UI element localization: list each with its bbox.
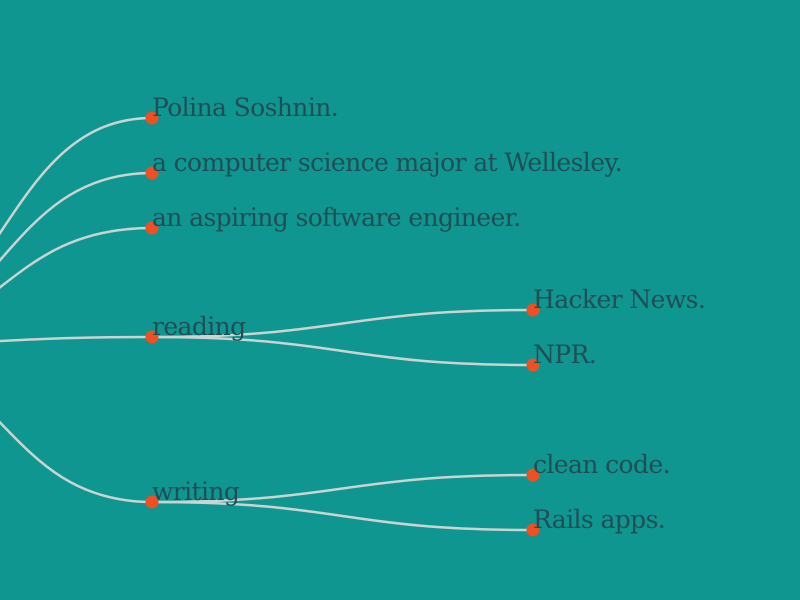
node-dot-reading[interactable] xyxy=(145,330,159,344)
link-root-to-major xyxy=(0,171,153,263)
node-dot-rails-apps[interactable] xyxy=(526,523,540,537)
node-dot-npr[interactable] xyxy=(526,358,540,372)
node-label-hacker-news[interactable]: Hacker News. xyxy=(533,285,706,314)
link-root-to-name xyxy=(0,116,153,236)
node-dot-writing[interactable] xyxy=(145,495,159,509)
node-label-major[interactable]: a computer science major at Wellesley. xyxy=(152,148,623,177)
node-dot-name[interactable] xyxy=(145,111,159,125)
node-dot-hacker-news[interactable] xyxy=(526,303,540,317)
node-label-clean-code[interactable]: clean code. xyxy=(533,450,671,479)
link-writing-to-rails-apps xyxy=(151,500,534,532)
link-root-to-writing xyxy=(0,420,153,504)
node-dot-major[interactable] xyxy=(145,166,159,180)
node-dot-clean-code[interactable] xyxy=(526,468,540,482)
link-writing-to-clean-code xyxy=(151,473,534,504)
node-label-npr[interactable]: NPR. xyxy=(533,340,597,369)
node-label-engineer[interactable]: an aspiring software engineer. xyxy=(152,203,521,232)
node-dot-engineer[interactable] xyxy=(145,221,159,235)
node-label-name[interactable]: Polina Soshnin. xyxy=(152,93,339,122)
link-root-to-reading xyxy=(0,335,153,343)
link-reading-to-npr xyxy=(151,335,534,367)
node-label-writing[interactable]: writing xyxy=(152,477,240,506)
node-label-reading[interactable]: reading xyxy=(152,312,246,341)
link-root-to-engineer xyxy=(0,226,153,289)
node-label-rails-apps[interactable]: Rails apps. xyxy=(533,505,666,534)
link-reading-to-hacker-news xyxy=(151,308,534,339)
